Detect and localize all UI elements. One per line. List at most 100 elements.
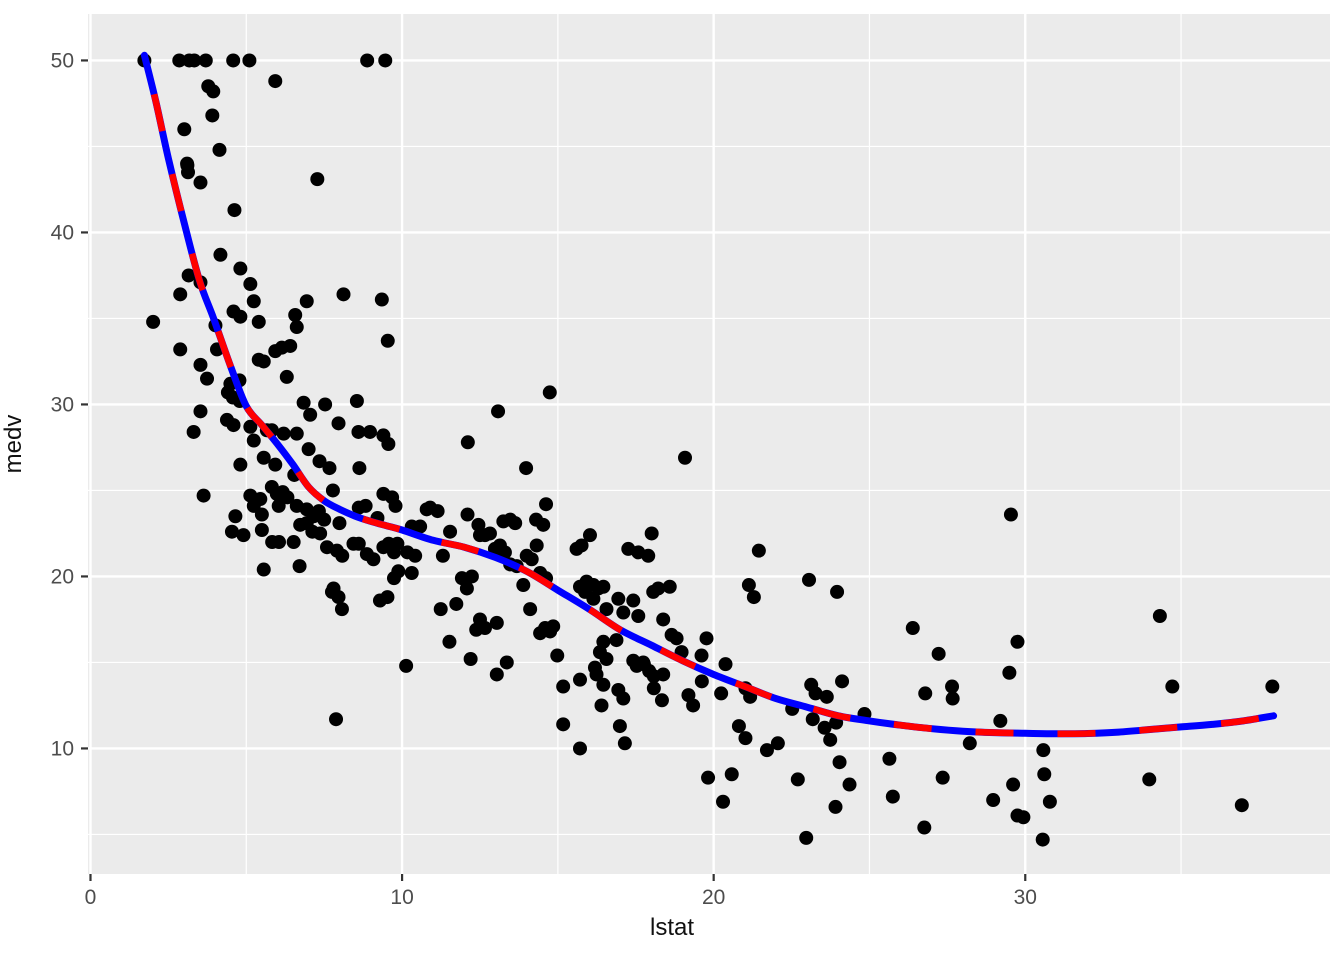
data-point bbox=[351, 424, 366, 439]
data-point bbox=[1016, 810, 1031, 825]
data-point bbox=[612, 719, 627, 734]
data-point bbox=[935, 770, 950, 785]
data-point bbox=[200, 371, 215, 386]
data-point bbox=[828, 799, 843, 814]
data-point bbox=[443, 524, 458, 539]
data-point bbox=[589, 667, 604, 682]
data-point bbox=[790, 772, 805, 787]
data-point bbox=[317, 512, 332, 527]
data-point bbox=[830, 584, 845, 599]
data-point bbox=[574, 538, 589, 553]
data-point bbox=[186, 424, 201, 439]
data-point bbox=[945, 691, 960, 706]
data-point bbox=[378, 53, 393, 68]
data-point bbox=[276, 426, 291, 441]
data-point bbox=[582, 528, 597, 543]
data-point bbox=[254, 507, 269, 522]
data-point bbox=[694, 648, 709, 663]
data-point bbox=[489, 615, 504, 630]
data-point bbox=[1142, 772, 1157, 787]
data-point bbox=[362, 424, 377, 439]
data-point bbox=[332, 516, 347, 531]
data-point bbox=[181, 165, 196, 180]
data-point bbox=[312, 454, 327, 469]
data-point bbox=[746, 590, 761, 605]
data-point bbox=[573, 741, 588, 756]
data-point bbox=[268, 74, 283, 89]
data-point bbox=[335, 548, 350, 563]
x-tick-label: 10 bbox=[390, 886, 413, 909]
data-point bbox=[268, 344, 283, 359]
data-point bbox=[381, 437, 396, 451]
data-point bbox=[609, 633, 624, 648]
data-point bbox=[519, 461, 534, 476]
x-tick-label: 0 bbox=[85, 886, 97, 909]
data-point bbox=[817, 720, 832, 735]
data-point bbox=[1010, 634, 1025, 649]
data-point bbox=[1165, 679, 1180, 694]
data-point bbox=[325, 483, 340, 498]
data-point bbox=[616, 605, 631, 620]
data-point bbox=[1036, 743, 1051, 758]
data-point bbox=[1003, 507, 1018, 522]
data-point bbox=[1035, 832, 1050, 847]
data-point bbox=[686, 698, 701, 713]
data-point bbox=[251, 314, 266, 329]
data-point bbox=[299, 294, 314, 309]
data-point bbox=[272, 535, 287, 550]
data-point bbox=[651, 581, 666, 596]
data-point bbox=[499, 655, 514, 670]
data-point bbox=[228, 509, 243, 524]
data-point bbox=[177, 122, 192, 137]
data-point bbox=[449, 596, 464, 611]
data-point bbox=[556, 717, 571, 732]
data-point bbox=[334, 602, 349, 617]
data-point bbox=[442, 634, 457, 649]
data-point bbox=[770, 736, 785, 751]
y-tick-label: 40 bbox=[51, 221, 74, 244]
data-point bbox=[430, 504, 445, 519]
data-point bbox=[550, 648, 565, 663]
data-point bbox=[741, 578, 756, 593]
data-point bbox=[324, 584, 339, 599]
data-point bbox=[212, 142, 227, 157]
data-point bbox=[471, 517, 486, 532]
data-point bbox=[823, 732, 838, 747]
data-point bbox=[714, 686, 729, 701]
data-point bbox=[611, 591, 626, 606]
data-point bbox=[205, 108, 220, 123]
y-tick-label: 30 bbox=[51, 393, 74, 416]
x-tick-label: 20 bbox=[702, 886, 725, 909]
data-point bbox=[986, 793, 1001, 808]
data-point bbox=[497, 545, 512, 560]
data-point bbox=[435, 548, 450, 563]
data-point bbox=[962, 736, 977, 751]
data-point bbox=[699, 631, 714, 646]
data-point bbox=[993, 713, 1008, 728]
data-point bbox=[390, 536, 405, 551]
data-point bbox=[596, 579, 611, 594]
data-point bbox=[303, 407, 318, 422]
data-point bbox=[594, 698, 609, 713]
data-point bbox=[835, 674, 850, 689]
y-tick-label: 20 bbox=[51, 565, 74, 588]
data-point bbox=[196, 488, 211, 503]
x-tick-label: 30 bbox=[1014, 886, 1037, 909]
data-point bbox=[516, 578, 531, 593]
data-point bbox=[641, 548, 656, 563]
data-point bbox=[146, 314, 161, 329]
data-point bbox=[917, 820, 932, 835]
data-point bbox=[731, 719, 746, 734]
data-point bbox=[233, 457, 248, 472]
data-point bbox=[271, 498, 286, 513]
data-point bbox=[243, 277, 258, 292]
data-point bbox=[524, 552, 539, 567]
data-point bbox=[322, 461, 337, 476]
data-point bbox=[805, 712, 820, 727]
y-tick-label: 10 bbox=[51, 737, 74, 760]
data-point bbox=[313, 526, 328, 541]
data-point bbox=[724, 767, 739, 782]
data-point bbox=[1265, 679, 1280, 694]
fit-line-dashed-red bbox=[141, 54, 1275, 738]
